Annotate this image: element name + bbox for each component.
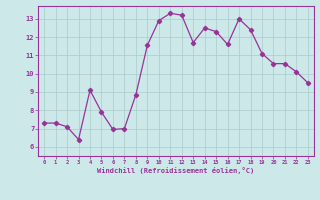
X-axis label: Windchill (Refroidissement éolien,°C): Windchill (Refroidissement éolien,°C) (97, 167, 255, 174)
